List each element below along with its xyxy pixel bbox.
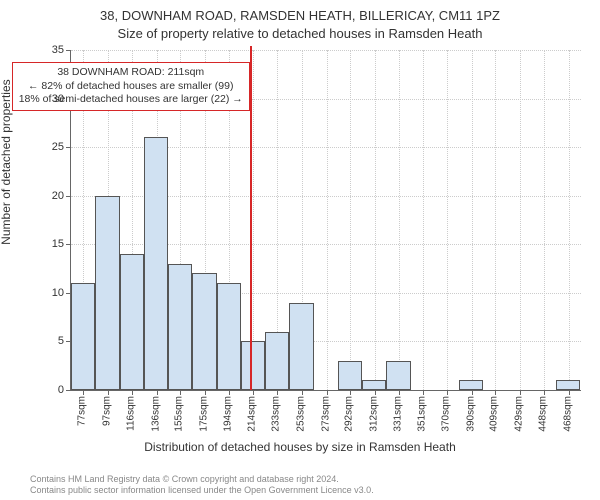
title-line-2: Size of property relative to detached ho… <box>0 26 600 41</box>
ytick-label: 30 <box>34 93 64 105</box>
gridline-v <box>447 50 448 390</box>
ytick-label: 15 <box>34 238 64 250</box>
xtick-label: 233sqm <box>270 396 281 432</box>
gridline-v <box>350 50 351 390</box>
ytick-mark <box>66 147 71 148</box>
histogram-bar <box>71 283 95 390</box>
ytick-label: 25 <box>34 141 64 153</box>
x-axis-label: Distribution of detached houses by size … <box>0 440 600 454</box>
gridline-v <box>375 50 376 390</box>
figure: 38, DOWNHAM ROAD, RAMSDEN HEATH, BILLERI… <box>0 0 600 500</box>
histogram-bar <box>265 332 289 390</box>
xtick-label: 136sqm <box>150 396 161 432</box>
histogram-bar <box>120 254 144 390</box>
xtick-mark <box>520 390 521 395</box>
plot-area: 38 DOWNHAM ROAD: 211sqm← 82% of detached… <box>70 50 581 391</box>
xtick-label: 175sqm <box>199 396 210 432</box>
ytick-label: 20 <box>34 190 64 202</box>
ytick-label: 10 <box>34 287 64 299</box>
xtick-mark <box>495 390 496 395</box>
xtick-mark <box>302 390 303 395</box>
xtick-label: 116sqm <box>125 396 136 431</box>
xtick-mark <box>229 390 230 395</box>
reference-line <box>250 46 252 390</box>
attribution-line-2: Contains public sector information licen… <box>30 485 374 496</box>
xtick-mark <box>399 390 400 395</box>
histogram-bar <box>192 273 216 390</box>
xtick-mark <box>83 390 84 395</box>
xtick-mark <box>447 390 448 395</box>
xtick-label: 312sqm <box>369 396 380 432</box>
ytick-mark <box>66 390 71 391</box>
histogram-bar <box>338 361 362 390</box>
ytick-mark <box>66 196 71 197</box>
gridline-v <box>544 50 545 390</box>
gridline-v <box>472 50 473 390</box>
gridline-v <box>399 50 400 390</box>
xtick-label: 292sqm <box>344 396 355 432</box>
xtick-label: 351sqm <box>417 396 428 432</box>
xtick-mark <box>472 390 473 395</box>
xtick-mark <box>205 390 206 395</box>
title-line-1: 38, DOWNHAM ROAD, RAMSDEN HEATH, BILLERI… <box>0 8 600 23</box>
xtick-mark <box>375 390 376 395</box>
ytick-label: 35 <box>34 44 64 56</box>
gridline-v <box>327 50 328 390</box>
histogram-bar <box>362 380 386 390</box>
xtick-label: 448sqm <box>537 396 548 432</box>
xtick-mark <box>277 390 278 395</box>
histogram-bar <box>289 303 313 390</box>
xtick-label: 273sqm <box>320 396 331 432</box>
xtick-label: 409sqm <box>489 396 500 432</box>
histogram-bar <box>144 137 168 390</box>
histogram-bar <box>459 380 483 390</box>
xtick-label: 155sqm <box>174 396 185 432</box>
xtick-mark <box>423 390 424 395</box>
xtick-label: 77sqm <box>77 396 88 426</box>
attribution-line-1: Contains HM Land Registry data © Crown c… <box>30 474 374 485</box>
histogram-bar <box>556 380 580 390</box>
histogram-bar <box>168 264 192 390</box>
histogram-bar <box>241 341 265 390</box>
xtick-label: 194sqm <box>222 396 233 432</box>
annotation-line-1: 38 DOWNHAM ROAD: 211sqm <box>19 66 243 80</box>
histogram-bar <box>386 361 410 390</box>
gridline-v <box>253 50 254 390</box>
xtick-mark <box>132 390 133 395</box>
xtick-mark <box>350 390 351 395</box>
xtick-label: 468sqm <box>562 396 573 432</box>
xtick-label: 253sqm <box>295 396 306 432</box>
xtick-mark <box>108 390 109 395</box>
ytick-label: 0 <box>34 384 64 396</box>
xtick-label: 370sqm <box>440 396 451 432</box>
histogram-bar <box>95 196 119 390</box>
xtick-mark <box>569 390 570 395</box>
xtick-label: 331sqm <box>392 396 403 432</box>
xtick-label: 429sqm <box>514 396 525 432</box>
xtick-label: 214sqm <box>247 396 258 432</box>
xtick-mark <box>180 390 181 395</box>
attribution: Contains HM Land Registry data © Crown c… <box>30 474 374 496</box>
gridline-v <box>569 50 570 390</box>
gridline-v <box>520 50 521 390</box>
y-axis-label: Number of detached properties <box>0 79 13 244</box>
annotation-line-2: ← 82% of detached houses are smaller (99… <box>19 80 243 94</box>
xtick-label: 97sqm <box>102 396 113 426</box>
ytick-label: 5 <box>34 335 64 347</box>
xtick-mark <box>544 390 545 395</box>
gridline-v <box>423 50 424 390</box>
xtick-mark <box>157 390 158 395</box>
ytick-mark <box>66 50 71 51</box>
gridline-v <box>495 50 496 390</box>
xtick-mark <box>327 390 328 395</box>
xtick-label: 390sqm <box>465 396 476 432</box>
xtick-mark <box>253 390 254 395</box>
ytick-mark <box>66 244 71 245</box>
histogram-bar <box>217 283 241 390</box>
